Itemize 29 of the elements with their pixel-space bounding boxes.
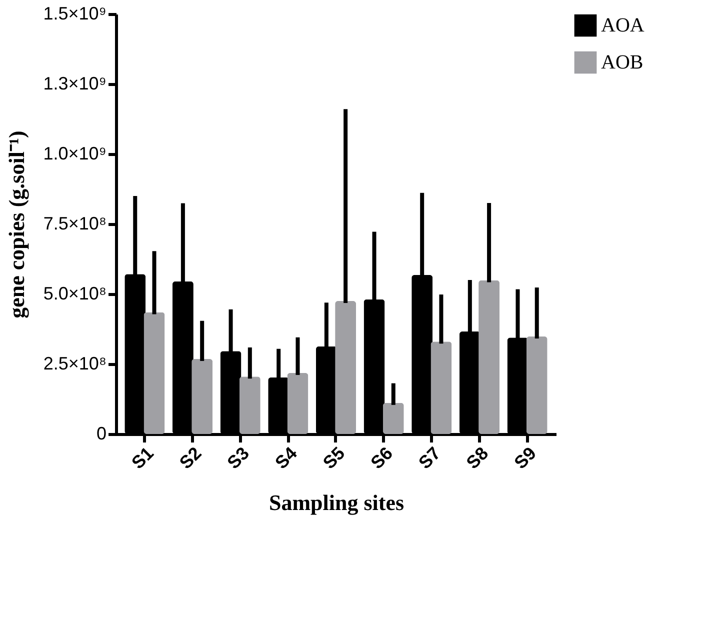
bar	[382, 402, 404, 434]
bar	[335, 301, 356, 434]
y-tick-label: 5.0×10⁸	[43, 284, 106, 304]
x-tick-label: S3	[223, 443, 254, 473]
x-tick-label: S8	[462, 443, 492, 473]
bar	[526, 336, 548, 434]
y-axis-title: gene copies (g.soil⁻¹)	[4, 130, 30, 318]
y-tick-label: 2.5×10⁸	[43, 354, 106, 374]
y-tick-label: 1.3×10⁹	[43, 74, 106, 94]
y-tick-label: 1.0×10⁹	[43, 144, 106, 164]
y-tick-label: 0	[96, 424, 106, 444]
bar	[430, 342, 452, 434]
legend-label: AOB	[601, 52, 644, 74]
x-tick-label: S1	[128, 443, 158, 473]
y-tick-label: 7.5×10⁸	[43, 214, 106, 234]
x-tick-label: S6	[366, 443, 397, 473]
y-tick-label: 1.5×10⁹	[43, 4, 106, 24]
x-tick-label: S2	[176, 443, 206, 473]
x-tick-label: S4	[271, 443, 301, 473]
x-tick-label: S9	[510, 443, 540, 473]
x-tick-label: S5	[319, 443, 349, 473]
bar	[478, 280, 500, 434]
x-axis-title: Sampling sites	[268, 490, 404, 515]
bar	[239, 376, 260, 434]
x-tick-label: S7	[414, 443, 444, 473]
legend-label: AOA	[601, 14, 645, 36]
bar	[144, 312, 165, 434]
bar	[287, 372, 308, 434]
bar	[192, 358, 213, 434]
